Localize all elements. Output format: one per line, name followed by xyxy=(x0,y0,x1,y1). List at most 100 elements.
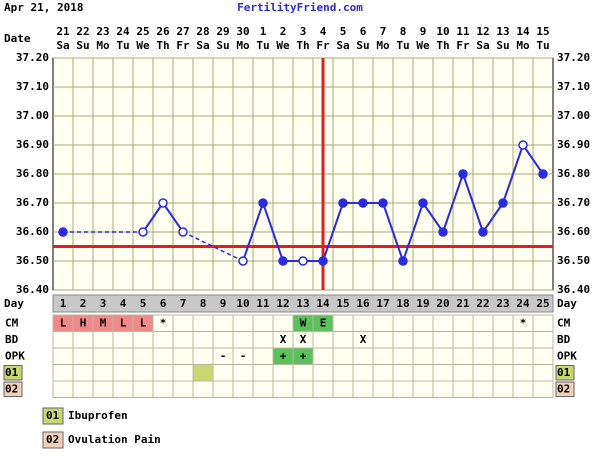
row-cell xyxy=(332,364,354,382)
row-cell xyxy=(492,364,514,382)
row-entry: E xyxy=(320,316,327,329)
temp-point xyxy=(178,227,188,237)
date-label: 22 xyxy=(76,25,89,38)
row-cell xyxy=(132,347,154,365)
date-label: 11 xyxy=(456,25,470,38)
row-label-box xyxy=(3,381,23,397)
row-cell xyxy=(252,314,274,332)
day-number: 16 xyxy=(356,297,370,310)
row-entry: L xyxy=(60,316,67,329)
temp-segment xyxy=(462,173,484,233)
y-tick-label-right: 36.50 xyxy=(557,254,590,267)
row-cell xyxy=(512,364,534,382)
row-cell xyxy=(172,347,194,365)
row-cell xyxy=(172,331,194,349)
temp-segment xyxy=(502,144,524,204)
day-number: 13 xyxy=(296,297,309,310)
weekday-label: We xyxy=(416,39,430,52)
row-cell xyxy=(452,314,474,332)
temp-point xyxy=(258,198,268,208)
row-label-right: CM xyxy=(557,316,571,329)
row-cell xyxy=(332,380,354,398)
legend-label: Ovulation Pain xyxy=(68,433,161,446)
row-cell xyxy=(112,364,134,382)
print-date: Apr 21, 2018 xyxy=(4,1,83,14)
row-cell xyxy=(432,314,454,332)
date-label: 3 xyxy=(300,25,307,38)
temp-point xyxy=(518,140,528,150)
row-entry: H xyxy=(80,316,87,329)
day-number: 25 xyxy=(536,297,549,310)
temp-point xyxy=(158,198,168,208)
weekday-label: Tu xyxy=(536,39,549,52)
date-label: Date xyxy=(4,32,31,45)
row-cell xyxy=(172,314,194,332)
row-cell xyxy=(52,380,74,398)
weekday-label: We xyxy=(136,39,150,52)
row-cell xyxy=(152,331,174,349)
row-cell xyxy=(192,331,214,349)
weekday-label: Fr xyxy=(456,39,470,52)
temp-point xyxy=(538,169,548,179)
day-number: 23 xyxy=(496,297,509,310)
row-cell xyxy=(532,314,554,332)
date-label: 25 xyxy=(136,25,149,38)
date-label: 5 xyxy=(340,25,347,38)
day-number: 5 xyxy=(140,297,147,310)
row-label-right: OPK xyxy=(557,349,577,362)
y-tick-label-right: 36.70 xyxy=(557,196,590,209)
weekday-label: Su xyxy=(356,39,369,52)
row-cell xyxy=(452,380,474,398)
weekday-label: Tu xyxy=(256,39,269,52)
date-label: 23 xyxy=(96,25,109,38)
day-number: 24 xyxy=(516,297,530,310)
temp-point xyxy=(458,169,468,179)
row-label: 02 xyxy=(5,382,18,395)
date-label: 2 xyxy=(280,25,287,38)
date-label: 4 xyxy=(320,25,327,38)
row-cell xyxy=(492,347,514,365)
row-cell xyxy=(452,331,474,349)
row-cell xyxy=(472,347,494,365)
y-tick-label: 36.90 xyxy=(16,138,49,151)
row-cell xyxy=(512,331,534,349)
day-label: Day xyxy=(4,297,24,310)
row-cell xyxy=(452,364,474,382)
date-label: 26 xyxy=(156,25,170,38)
row-cell xyxy=(312,347,334,365)
row-label-box-right xyxy=(555,365,575,381)
day-number: 19 xyxy=(416,297,429,310)
row-label-right: 01 xyxy=(557,366,571,379)
day-label-right: Day xyxy=(557,297,577,310)
row-cell xyxy=(192,380,214,398)
weekday-label: Th xyxy=(156,39,169,52)
date-label: 28 xyxy=(196,25,209,38)
row-cell xyxy=(372,380,394,398)
row-cell xyxy=(352,380,374,398)
y-tick-label-right: 36.80 xyxy=(557,167,590,180)
date-label: 12 xyxy=(476,25,489,38)
row-cell xyxy=(52,331,74,349)
temp-point xyxy=(338,198,348,208)
row-cell xyxy=(252,347,274,365)
row-cell xyxy=(372,364,394,382)
legend-swatch xyxy=(42,407,64,425)
row-cell xyxy=(412,331,434,349)
day-number: 2 xyxy=(80,297,87,310)
row-cell xyxy=(532,331,554,349)
row-cell xyxy=(412,314,434,332)
day-number: 10 xyxy=(236,297,249,310)
date-label: 21 xyxy=(56,25,70,38)
weekday-label: Su xyxy=(496,39,509,52)
row-cell xyxy=(272,364,294,382)
y-tick-label: 36.50 xyxy=(16,254,49,267)
row-label-right: BD xyxy=(557,333,571,346)
row-cell xyxy=(92,347,114,365)
weekday-label: Fr xyxy=(316,39,330,52)
day-row xyxy=(52,294,554,313)
date-label: 27 xyxy=(176,25,189,38)
row-cell xyxy=(232,331,254,349)
day-number: 1 xyxy=(60,297,67,310)
row-cell xyxy=(472,314,494,332)
weekday-label: Mo xyxy=(376,39,390,52)
